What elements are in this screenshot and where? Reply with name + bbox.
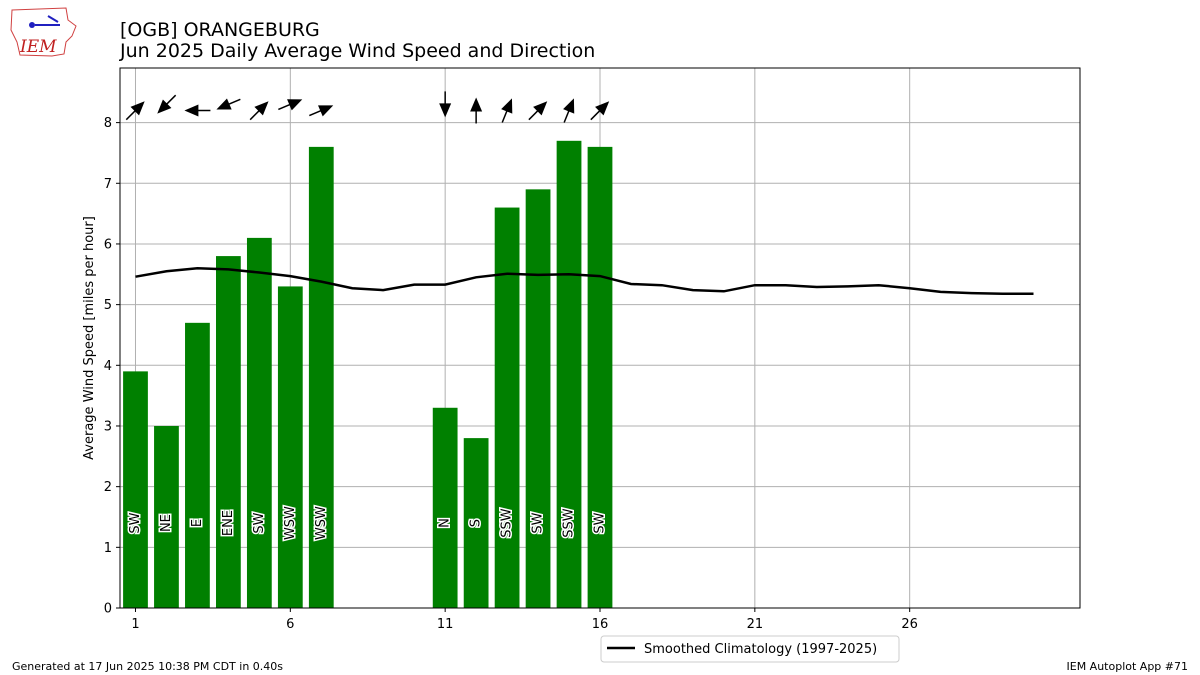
wind-arrow-icon — [184, 104, 211, 117]
wind-speed-bar — [494, 207, 520, 608]
direction-label: WSW — [314, 506, 329, 540]
logo-text: IEM — [19, 37, 57, 57]
wind-arrow-icon — [470, 97, 483, 124]
direction-label: SSW — [500, 508, 515, 538]
legend: Smoothed Climatology (1997-2025) — [600, 635, 900, 663]
wind-speed-bar — [277, 286, 303, 608]
wind-arrow-head — [318, 105, 334, 117]
x-axis-ticks: 1 6 11 16 21 26 — [131, 608, 918, 632]
chart-title-line2: Jun 2025 Daily Average Wind Speed and Di… — [119, 40, 595, 62]
wind-arrow-icon — [590, 101, 610, 121]
wind-arrow-icon — [278, 99, 303, 111]
wind-vane-icon — [35, 15, 60, 26]
iem-logo: IEM — [10, 7, 77, 57]
wind-arrow-icon — [216, 98, 241, 110]
y-tick-label: 8 — [104, 116, 112, 131]
wind-speed-bar — [525, 189, 551, 608]
wind-arrow-head — [287, 99, 303, 111]
climatology-series — [135, 266, 1034, 295]
direction-label: SW — [531, 512, 546, 533]
wind-speed-bar — [216, 256, 241, 608]
wind-arrow-head — [595, 101, 610, 116]
y-tick-label: 7 — [104, 177, 112, 192]
wind-arrow-icon — [157, 94, 177, 114]
y-tick-label: 5 — [104, 298, 112, 313]
wind-arrow-head — [470, 97, 483, 112]
legend-label: Smoothed Climatology (1997-2025) — [644, 642, 877, 657]
wind-speed-bar — [246, 237, 272, 608]
wind-arrow-head — [157, 99, 172, 114]
wind-speed-bar — [587, 146, 613, 608]
wind-speed-bar — [185, 322, 210, 608]
wind-arrow-head — [184, 104, 199, 117]
direction-label: WSW — [283, 506, 298, 540]
iowa-map-icon — [10, 7, 77, 57]
direction-label: SW — [128, 512, 143, 533]
y-axis-label: Average Wind Speed [miles per hour] — [82, 216, 97, 460]
x-tick-label: 11 — [437, 617, 454, 632]
x-tick-label: 26 — [901, 617, 918, 632]
footer-app: IEM Autoplot App #71 — [1067, 660, 1189, 673]
direction-label: SSW — [562, 508, 577, 538]
y-tick-label: 4 — [104, 359, 112, 374]
legend-box — [600, 635, 900, 663]
wind-arrow-head — [501, 98, 513, 114]
wind-arrow-icon — [528, 101, 548, 121]
bar-series — [123, 140, 613, 608]
direction-label: E — [190, 519, 205, 527]
climatology-line — [135, 266, 1034, 295]
wind-speed-bar — [432, 407, 458, 608]
wind-speed-bar — [556, 140, 582, 608]
wind-arrow-icon — [439, 91, 452, 118]
weather-station-icon — [29, 22, 35, 28]
direction-label: S — [469, 519, 484, 527]
x-tick-label: 6 — [286, 617, 294, 632]
wind-arrow-icon — [501, 98, 513, 123]
direction-label: NE — [159, 514, 174, 532]
direction-label: N — [438, 518, 453, 528]
wind-arrow-head — [254, 101, 269, 116]
wind-arrow-icon — [125, 101, 145, 121]
wind-speed-bar — [123, 371, 148, 608]
chart-title-line1: [OGB] ORANGEBURG — [120, 19, 320, 41]
direction-label: SW — [252, 512, 267, 533]
wind-speed-bar — [154, 425, 179, 608]
y-tick-label: 2 — [104, 480, 112, 495]
wind-speed-bar — [308, 146, 334, 608]
y-tick-label: 0 — [104, 602, 112, 617]
direction-label: ENE — [221, 510, 236, 536]
wind-arrow-icon — [563, 98, 575, 123]
direction-labels: SW NE E ENE SW WSW WSW N S SSW SW SSW SW — [126, 504, 609, 541]
wind-speed-bar — [463, 438, 489, 608]
footer-generated: Generated at 17 Jun 2025 10:38 PM CDT in… — [12, 660, 283, 673]
y-tick-label: 1 — [104, 541, 112, 556]
y-tick-label: 6 — [104, 237, 112, 252]
wind-arrow-icon — [249, 101, 269, 121]
wind-arrow-head — [216, 98, 232, 110]
wind-arrow-head — [130, 101, 145, 116]
wind-arrow-icon — [309, 105, 334, 117]
y-tick-label: 3 — [104, 419, 112, 434]
x-tick-label: 21 — [747, 617, 764, 632]
wind-arrow-head — [439, 103, 452, 118]
y-axis-ticks: 0 1 2 3 4 5 6 7 8 — [104, 116, 120, 617]
x-tick-label: 16 — [592, 617, 609, 632]
direction-label: SW — [593, 512, 608, 533]
wind-arrow-head — [563, 98, 575, 114]
wind-arrows — [125, 91, 610, 124]
x-tick-label: 1 — [131, 617, 139, 632]
wind-arrow-head — [533, 101, 548, 116]
